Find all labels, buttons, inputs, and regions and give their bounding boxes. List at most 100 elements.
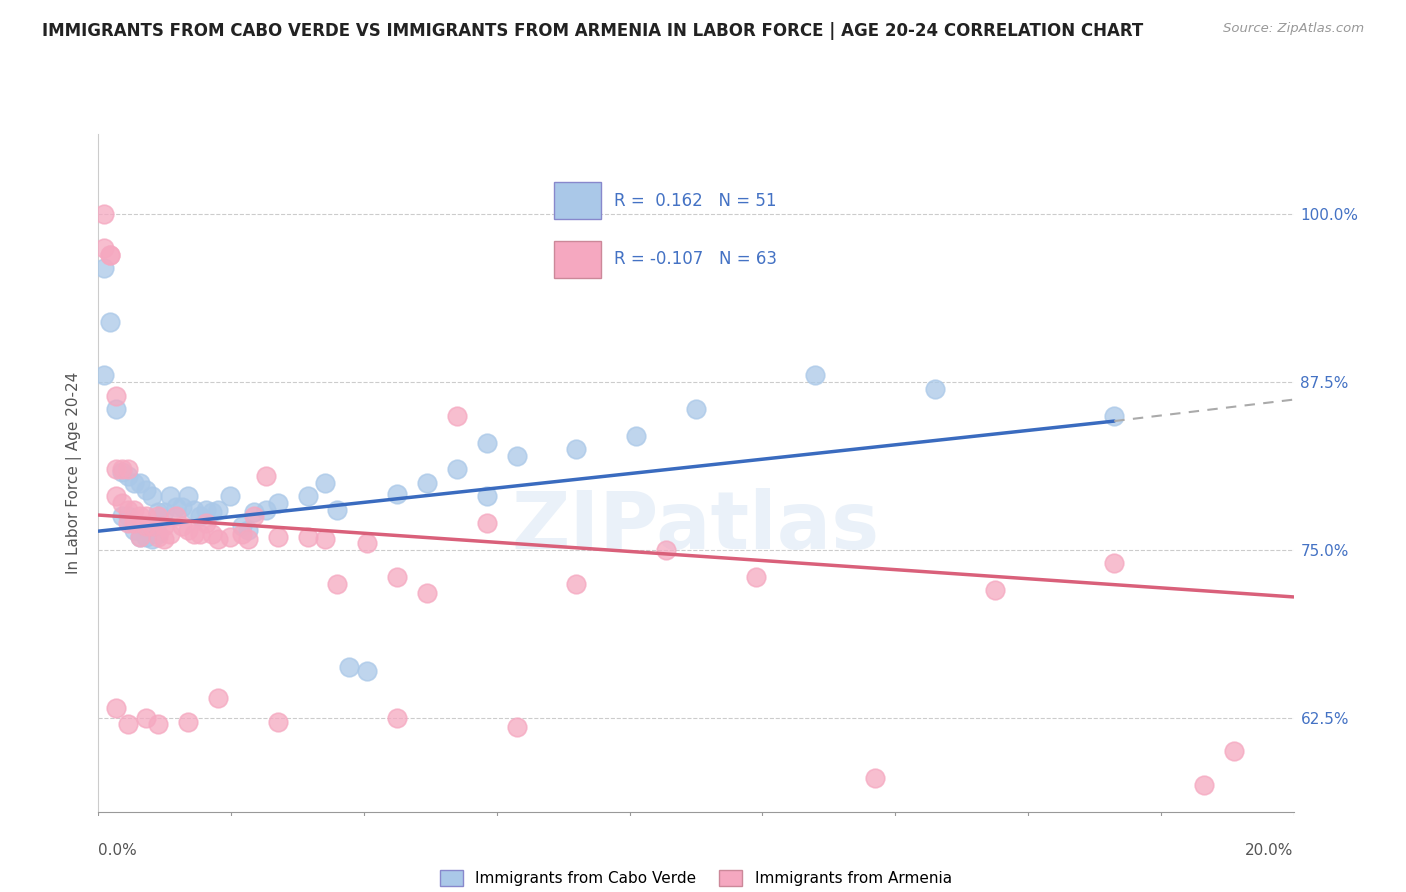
Point — [117, 469, 139, 483]
Point — [1192, 778, 1215, 792]
Point — [475, 489, 498, 503]
Point — [183, 526, 205, 541]
Point — [243, 505, 266, 519]
Text: Source: ZipAtlas.com: Source: ZipAtlas.com — [1223, 22, 1364, 36]
Point — [117, 502, 139, 516]
Point — [207, 532, 229, 546]
Point — [219, 489, 242, 503]
Point — [219, 529, 242, 543]
Point — [865, 771, 887, 785]
Point — [172, 518, 194, 533]
Point — [254, 502, 277, 516]
Point — [267, 529, 290, 543]
Point — [236, 532, 259, 546]
Point — [385, 570, 409, 584]
Point — [506, 720, 529, 734]
Point — [177, 714, 200, 729]
Point — [243, 509, 266, 524]
Point — [231, 518, 253, 533]
Point — [1104, 409, 1126, 423]
Point — [172, 500, 194, 514]
Point — [117, 462, 139, 476]
Point — [297, 529, 319, 543]
Point — [565, 442, 588, 457]
Point — [124, 516, 146, 530]
Point — [135, 483, 157, 497]
Point — [153, 505, 176, 519]
Point — [207, 502, 229, 516]
Point — [416, 586, 439, 600]
Point — [183, 502, 205, 516]
Y-axis label: In Labor Force | Age 20-24: In Labor Force | Age 20-24 — [66, 372, 83, 574]
Point — [117, 509, 139, 524]
Point — [148, 529, 170, 543]
Point — [745, 570, 768, 584]
Point — [315, 475, 337, 490]
Point — [446, 462, 468, 476]
Point — [141, 532, 163, 546]
Point — [201, 505, 224, 519]
Legend: Immigrants from Cabo Verde, Immigrants from Armenia: Immigrants from Cabo Verde, Immigrants f… — [434, 864, 957, 892]
Point — [148, 509, 170, 524]
Point — [153, 518, 176, 533]
Point — [129, 475, 152, 490]
Point — [207, 690, 229, 705]
Point — [165, 509, 187, 524]
Point — [356, 664, 378, 678]
Point — [111, 509, 134, 524]
Point — [297, 489, 319, 503]
Text: 20.0%: 20.0% — [1246, 843, 1294, 858]
Point — [385, 486, 409, 500]
Point — [141, 489, 163, 503]
Point — [135, 529, 157, 543]
Point — [111, 462, 134, 476]
Point — [231, 526, 253, 541]
Point — [326, 502, 349, 516]
Point — [475, 516, 498, 530]
Point — [506, 449, 529, 463]
Point — [177, 489, 200, 503]
Point — [111, 465, 134, 479]
Point — [267, 714, 290, 729]
Point — [100, 247, 122, 261]
Point — [100, 315, 122, 329]
Point — [105, 402, 128, 417]
Point — [124, 523, 146, 537]
Point — [148, 717, 170, 731]
Point — [626, 429, 648, 443]
Point — [159, 526, 181, 541]
Point — [475, 435, 498, 450]
Point — [201, 526, 224, 541]
Point — [188, 509, 211, 524]
Point — [148, 505, 170, 519]
Point — [117, 717, 139, 731]
Point — [129, 529, 152, 543]
Point — [565, 576, 588, 591]
Point — [165, 500, 187, 514]
Point — [105, 701, 128, 715]
Point — [804, 368, 827, 383]
Point — [117, 516, 139, 530]
Point — [924, 382, 946, 396]
Point — [105, 489, 128, 503]
Point — [339, 659, 360, 673]
Point — [315, 532, 337, 546]
Point — [356, 536, 378, 550]
Point — [135, 518, 157, 533]
Point — [236, 523, 259, 537]
Point — [1104, 557, 1126, 571]
Point — [385, 711, 409, 725]
Point — [100, 247, 122, 261]
Point — [416, 475, 439, 490]
Point — [188, 526, 211, 541]
Point — [153, 532, 176, 546]
Point — [195, 502, 218, 516]
Point — [105, 462, 128, 476]
Point — [267, 496, 290, 510]
Point — [129, 529, 152, 543]
Text: ZIPatlas: ZIPatlas — [512, 488, 880, 566]
Point — [135, 711, 157, 725]
Text: IMMIGRANTS FROM CABO VERDE VS IMMIGRANTS FROM ARMENIA IN LABOR FORCE | AGE 20-24: IMMIGRANTS FROM CABO VERDE VS IMMIGRANTS… — [42, 22, 1143, 40]
Point — [159, 489, 181, 503]
Point — [93, 260, 115, 275]
